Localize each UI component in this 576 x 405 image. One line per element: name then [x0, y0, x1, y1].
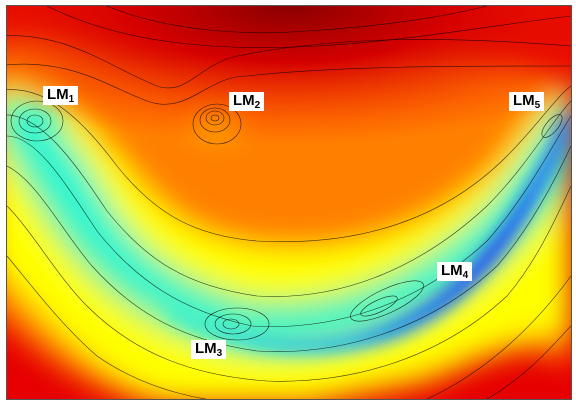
lm1-label-text: LM — [47, 86, 69, 103]
lm3-contour — [222, 318, 240, 330]
lm2-label: LM2 — [229, 92, 265, 111]
lm1-contour — [10, 100, 64, 142]
lm3-contour — [204, 307, 270, 341]
contour-line — [7, 85, 571, 242]
cyan-band — [7, 96, 571, 342]
contour-lines — [7, 6, 571, 399]
top-dark-red — [7, 6, 571, 206]
lm2-contour — [205, 110, 225, 126]
contour-line — [106, 6, 488, 34]
blue-valley — [167, 111, 571, 354]
lm4-contour — [360, 295, 398, 317]
contour-line — [7, 185, 571, 382]
local-minima-contours — [10, 100, 563, 341]
contour-line — [46, 6, 571, 48]
lm4-label-subscript: 4 — [462, 270, 469, 281]
lm2-contour — [192, 103, 242, 145]
contour-line — [486, 325, 571, 399]
lm2-label-subscript: 2 — [254, 100, 261, 111]
lm4-label-text: LM — [441, 262, 463, 279]
energy-landscape-plot: LM1 LM2 LM3 LM4 LM5 — [6, 5, 572, 400]
contour-line — [7, 35, 571, 89]
lm2-contour — [199, 107, 231, 133]
lm5-contour — [541, 114, 563, 138]
contour-line — [7, 63, 571, 105]
contour-line — [7, 115, 571, 327]
contour-map — [7, 6, 571, 399]
lm4-contour — [350, 280, 424, 322]
lm4-label: LM4 — [437, 262, 473, 281]
lm1-label: LM1 — [43, 86, 79, 105]
lm3-contour — [214, 313, 252, 335]
lm5-label-subscript: 5 — [534, 100, 541, 111]
lm3-label: LM3 — [191, 340, 227, 359]
contour-line — [7, 145, 571, 352]
lm2-contour — [210, 114, 220, 122]
lm2-label-text: LM — [233, 92, 255, 109]
lm5-label: LM5 — [509, 92, 545, 111]
lm5-label-text: LM — [513, 92, 535, 109]
lm3-label-subscript: 3 — [216, 348, 223, 359]
contour-line — [426, 275, 571, 399]
contour-line — [7, 255, 207, 399]
lm3-label-text: LM — [195, 340, 217, 357]
lm1-label-subscript: 1 — [68, 94, 75, 105]
lm1-contour — [26, 114, 44, 128]
lm1-contour — [18, 108, 52, 134]
contour-line — [7, 100, 571, 297]
